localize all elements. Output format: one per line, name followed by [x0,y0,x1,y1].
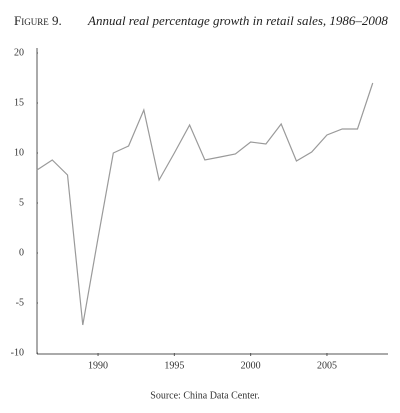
figure-label: Figure 9. [14,13,62,28]
x-tick-label: 2000 [241,360,261,371]
source: Source: China Data Center. [150,390,259,401]
y-tick-label: 5 [19,197,24,208]
y-tick-label: 10 [14,147,24,158]
y-tick-label: 20 [14,47,24,58]
y-tick-label: -10 [11,347,24,358]
data-line [36,82,374,326]
y-tick-label: -5 [16,297,24,308]
x-tick-label: 1990 [88,360,108,371]
y-tick-label: 0 [19,247,24,258]
x-tick-label: 2005 [317,360,337,371]
x-tick-label: 1995 [164,360,184,371]
y-tick-label: 15 [14,97,24,108]
chart-title: Annual real percentage growth in retail … [87,13,388,28]
